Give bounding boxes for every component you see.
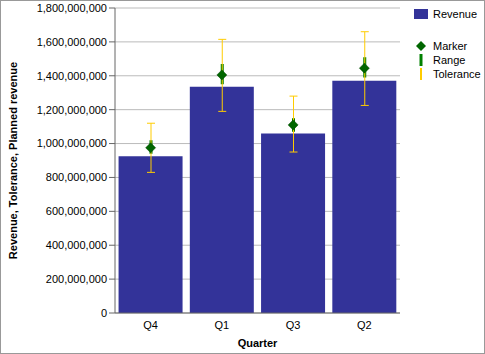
svg-text:0: 0 bbox=[101, 307, 107, 319]
svg-text:200,000,000: 200,000,000 bbox=[46, 273, 107, 285]
svg-text:Q1: Q1 bbox=[215, 319, 230, 331]
svg-text:Revenue, Tolerance, Planned re: Revenue, Tolerance, Planned revenue bbox=[8, 62, 19, 259]
svg-text:Q2: Q2 bbox=[357, 319, 372, 331]
svg-text:800,000,000: 800,000,000 bbox=[46, 171, 107, 183]
svg-text:1,800,000,000: 1,800,000,000 bbox=[37, 2, 107, 14]
svg-text:Q3: Q3 bbox=[286, 319, 301, 331]
html-text:Tolerance: Tolerance bbox=[433, 68, 481, 80]
svg-text:1,000,000,000: 1,000,000,000 bbox=[37, 137, 107, 149]
html-text:Revenue: Revenue bbox=[433, 8, 477, 20]
svg-text:1,400,000,000: 1,400,000,000 bbox=[37, 70, 107, 82]
svg-text:1,200,000,000: 1,200,000,000 bbox=[37, 104, 107, 116]
svg-text:Q4: Q4 bbox=[143, 319, 158, 331]
svg-text:400,000,000: 400,000,000 bbox=[46, 239, 107, 251]
html-text:Marker: Marker bbox=[433, 40, 468, 52]
html-text:Range: Range bbox=[433, 54, 466, 66]
svg-text:600,000,000: 600,000,000 bbox=[46, 205, 107, 217]
svg-text:Quarter: Quarter bbox=[238, 337, 278, 349]
svg-text:1,600,000,000: 1,600,000,000 bbox=[37, 36, 107, 48]
